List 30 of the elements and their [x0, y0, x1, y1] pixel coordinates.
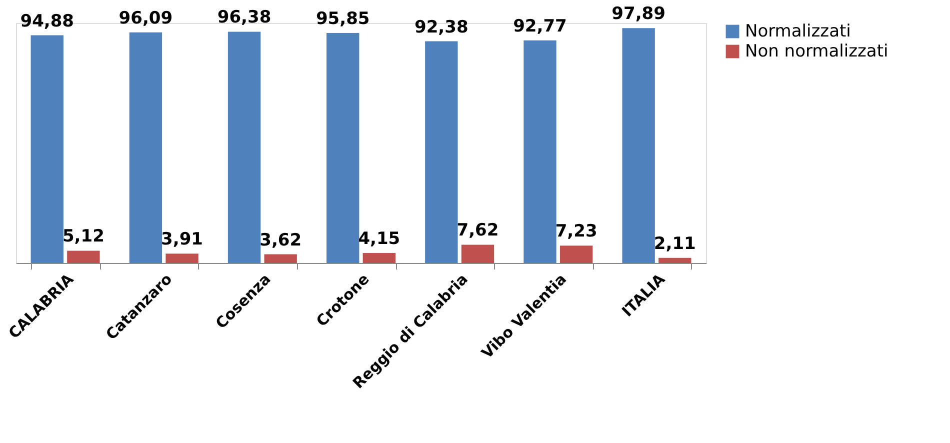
bar: [67, 250, 100, 263]
bar: [166, 254, 198, 263]
data-label: 7,62: [456, 220, 499, 241]
data-label: 94,88: [20, 11, 74, 32]
legend-label: Non normalizzati: [745, 42, 888, 62]
bar: [129, 32, 162, 263]
bar: [524, 40, 556, 263]
bar: [622, 28, 655, 263]
data-label: 4,15: [358, 229, 400, 250]
data-label: 5,12: [62, 226, 104, 247]
legend-label: Normalizzati: [745, 22, 851, 42]
data-label: 97,89: [612, 4, 666, 24]
data-label: 2,11: [654, 234, 696, 254]
bar: [30, 35, 64, 263]
bar: [228, 32, 261, 263]
data-label: 3,62: [260, 230, 302, 250]
bar: [362, 253, 396, 263]
data-label: 96,09: [118, 8, 173, 28]
bar: [658, 258, 692, 263]
data-label: 92,77: [513, 16, 567, 36]
data-label: 96,38: [217, 8, 272, 28]
data-label: 95,85: [316, 8, 370, 29]
data-label: 3,91: [161, 230, 203, 250]
bar: [425, 41, 458, 263]
data-label: 92,38: [414, 17, 468, 38]
data-label: 7,23: [555, 222, 598, 242]
bar: [264, 254, 297, 263]
bar: [560, 246, 593, 263]
bar: [326, 32, 360, 263]
bar: [461, 244, 494, 263]
